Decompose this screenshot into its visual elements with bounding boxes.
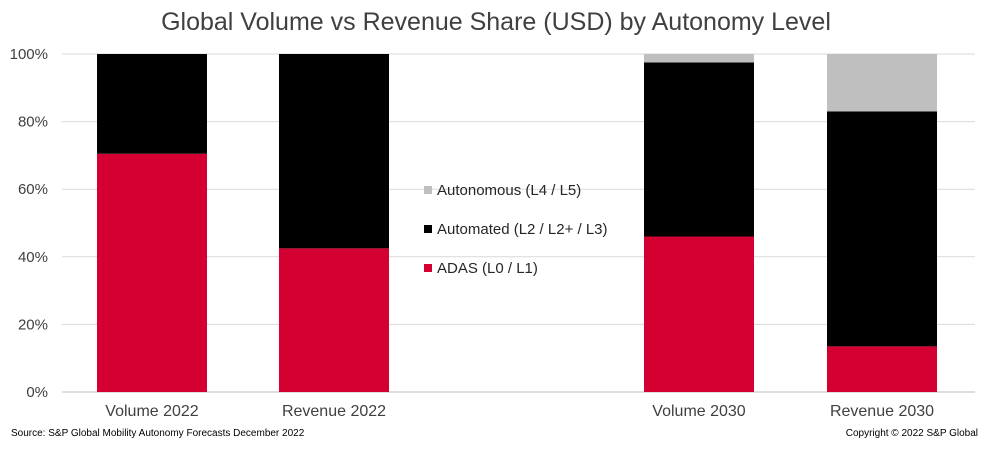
legend-label-autonomous: Autonomous (L4 / L5) [437, 182, 581, 199]
y-tick-label: 60% [18, 181, 48, 198]
bar-segment-autonomous-3 [827, 54, 937, 112]
bar-segment-adas-3 [827, 346, 937, 392]
legend-label-automated: Automated (L2 / L2+ / L3) [437, 221, 608, 238]
bar-segment-automated-0 [97, 54, 207, 154]
bar-segment-automated-2 [644, 62, 754, 237]
bar-segment-automated-3 [827, 111, 937, 347]
legend-label-adas: ADAS (L0 / L1) [437, 260, 538, 277]
bar-segment-adas-2 [644, 236, 754, 392]
chart-title: Global Volume vs Revenue Share (USD) by … [161, 8, 831, 36]
legend-swatch-automated [424, 225, 432, 233]
y-tick-label: 0% [26, 384, 48, 401]
copyright-note: Copyright © 2022 S&P Global [845, 428, 978, 439]
bar-segment-autonomous-2 [644, 54, 754, 63]
x-category-label: Volume 2022 [105, 403, 199, 420]
x-category-label: Revenue 2022 [282, 403, 386, 420]
x-category-label: Volume 2030 [652, 403, 746, 420]
y-tick-label: 100% [10, 46, 48, 63]
x-category-label: Revenue 2030 [830, 403, 934, 420]
y-tick-label: 20% [18, 316, 48, 333]
source-note: Source: S&P Global Mobility Autonomy For… [11, 428, 305, 439]
legend-swatch-autonomous [424, 186, 432, 194]
bar-segment-adas-1 [279, 248, 389, 392]
bar-segment-adas-0 [97, 153, 207, 392]
legend-swatch-adas [424, 264, 432, 272]
y-tick-label: 40% [18, 249, 48, 266]
y-tick-label: 80% [18, 114, 48, 131]
bar-segment-automated-1 [279, 54, 389, 249]
